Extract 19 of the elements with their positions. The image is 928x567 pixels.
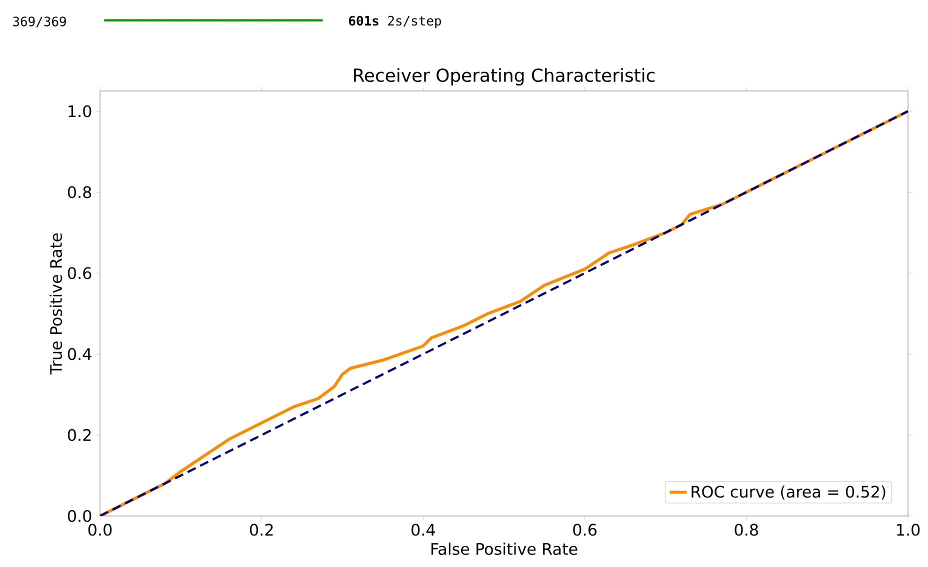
y-tick-label: 0.8 <box>68 186 92 198</box>
y-axis-title: True Positive Rate <box>50 233 62 375</box>
x-tick-label: 0.4 <box>412 524 435 536</box>
x-tick-label: 1.0 <box>897 524 920 536</box>
text: ━━━━━━━━━━━━━━━━━━━━ <box>104 19 323 22</box>
y-tick-label: 0.0 <box>68 510 92 522</box>
y-tick-label: 0.4 <box>68 348 92 360</box>
x-tick-label: 0.0 <box>88 524 112 536</box>
x-tick-label: 0.8 <box>734 524 758 536</box>
x-axis-title: False Positive Rate <box>432 542 578 555</box>
x-tick-label: 0.6 <box>573 524 596 536</box>
chart-title: Receiver Operating Characteristic <box>354 68 655 86</box>
legend-label: ROC curve (area = 0.52) <box>692 485 886 500</box>
text: 369/369 <box>13 16 66 28</box>
text: 601s 2s/step <box>349 16 441 28</box>
x-tick-label: 0.2 <box>250 524 273 536</box>
y-tick-label: 0.2 <box>68 429 91 442</box>
y-tick-label: 0.6 <box>68 267 92 280</box>
y-tick-label: 1.0 <box>68 105 92 118</box>
